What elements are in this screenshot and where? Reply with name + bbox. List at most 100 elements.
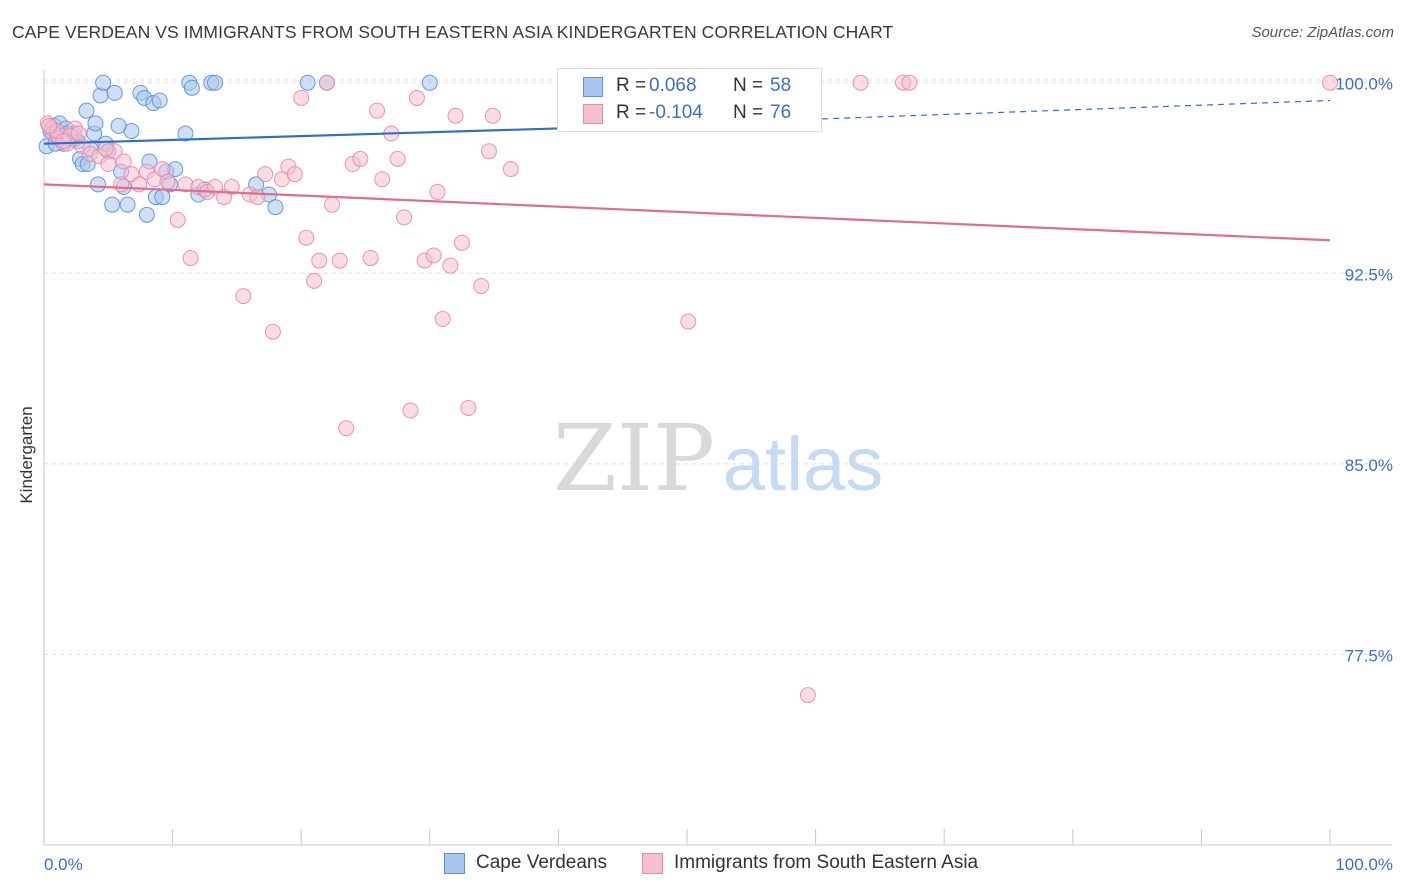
data-points: [38, 74, 1338, 704]
pink-swatch: [583, 104, 603, 124]
immigrant-point: [408, 89, 425, 106]
source-label: Source: ZipAtlas.com: [1251, 24, 1394, 41]
legend-label: Cape Verdeans: [476, 852, 607, 873]
immigrant-point: [324, 196, 341, 213]
watermark-zip: ZIP: [553, 405, 715, 512]
grid-lines: [44, 79, 1392, 655]
x-tick-label: 0.0%: [44, 855, 83, 874]
immigrant-point: [1322, 74, 1338, 91]
n-value: 58: [770, 75, 792, 96]
cape-verdean-point: [183, 79, 200, 96]
cape-verdean-point: [95, 74, 112, 91]
immigrant-point: [434, 311, 451, 328]
n-label: N =: [733, 75, 764, 96]
cape-verdean-point: [90, 176, 107, 193]
immigrant-point: [473, 277, 490, 294]
watermark-atlas: atlas: [723, 422, 884, 507]
immigrant-point: [799, 687, 816, 704]
immigrant-point: [311, 252, 328, 269]
y-tick-label: 77.5%: [1345, 646, 1393, 665]
immigrant-point: [352, 150, 369, 167]
cape-verdean-point: [87, 115, 104, 132]
y-tick-label: 85.0%: [1345, 456, 1393, 475]
immigrant-point: [235, 288, 252, 305]
cape-verdean-point: [110, 117, 127, 134]
immigrant-point: [425, 247, 442, 264]
cape-verdean-point: [267, 199, 284, 216]
immigrant-point: [402, 402, 419, 419]
immigrant-point: [447, 107, 464, 124]
immigrant-point: [169, 211, 186, 228]
immigrant-point: [113, 176, 130, 193]
n-label: N =: [733, 102, 764, 123]
immigrant-point: [442, 257, 459, 274]
cape-verdean-point: [177, 125, 194, 142]
immigrant-point: [453, 234, 470, 251]
immigrant-point: [100, 156, 117, 173]
immigrant-point: [293, 89, 310, 106]
cape-verdean-trend-extension: [558, 99, 1331, 130]
r-value: -0.104: [649, 102, 703, 123]
cape-verdean-point: [106, 84, 123, 101]
immigrant-point: [182, 250, 199, 267]
immigrant-point: [460, 399, 477, 416]
pink-swatch: [642, 853, 663, 874]
immigrant-point: [223, 178, 240, 195]
n-value: 76: [770, 102, 792, 123]
cape-verdean-point: [78, 102, 95, 119]
series-legend: Cape Verdeans Immigrants from South East…: [0, 852, 1406, 878]
immigrant-point: [484, 107, 501, 124]
x-tick-label: 100.0%: [1335, 855, 1393, 874]
immigrant-point: [249, 189, 266, 206]
immigrant-point: [369, 102, 386, 119]
immigrant-point: [429, 183, 446, 200]
y-tick-label: 92.5%: [1345, 265, 1393, 284]
immigrant-point: [257, 166, 274, 183]
immigrant-point: [318, 74, 335, 91]
r-label: R =: [616, 102, 647, 123]
immigrant-point: [286, 166, 303, 183]
immigrant-point: [159, 173, 176, 190]
immigrant-point: [389, 150, 406, 167]
blue-swatch: [444, 853, 465, 874]
immigrant-point: [55, 133, 72, 150]
cape-verdean-point: [299, 74, 316, 91]
immigrant-point: [338, 420, 355, 437]
cape-verdean-point: [119, 196, 136, 213]
immigrant-point: [852, 74, 869, 91]
immigrant-point: [331, 252, 348, 269]
cape-verdean-point: [151, 92, 168, 109]
immigrant-point: [97, 140, 114, 157]
trend-lines: [43, 99, 1331, 242]
immigrant-point: [362, 250, 379, 267]
stats-legend: R = 0.068 N = 58 R = -0.104 N = 76: [557, 68, 822, 132]
r-label: R =: [616, 75, 647, 96]
immigrant-trend-line: [43, 183, 1331, 242]
immigrant-point: [306, 272, 323, 289]
r-value: 0.068: [649, 75, 697, 96]
y-tick-label: 100.0%: [1335, 75, 1393, 94]
stats-row-cape-verdeans: R = 0.068 N = 58: [558, 73, 821, 101]
cape-verdean-trend-line: [43, 127, 559, 145]
cape-verdean-point: [421, 74, 438, 91]
immigrant-point: [115, 153, 132, 170]
immigrant-point: [41, 117, 58, 134]
immigrant-point: [901, 74, 918, 91]
immigrant-point: [374, 171, 391, 188]
chart-title: CAPE VERDEAN VS IMMIGRANTS FROM SOUTH EA…: [12, 22, 894, 42]
immigrant-point: [70, 125, 87, 142]
immigrant-point: [298, 229, 315, 246]
stats-row-immigrants: R = -0.104 N = 76: [558, 100, 821, 128]
immigrant-point: [480, 143, 497, 160]
legend-label: Immigrants from South Eastern Asia: [674, 852, 979, 873]
immigrant-point: [502, 161, 519, 178]
tick-labels: 100.0% 92.5% 85.0% 77.5% 0.0% 100.0%: [44, 75, 1393, 874]
blue-swatch: [583, 77, 603, 97]
watermark: ZIP atlas: [553, 405, 883, 512]
immigrant-point: [396, 209, 413, 226]
cape-verdean-point: [138, 206, 155, 223]
axes: [43, 70, 1392, 846]
cape-verdean-point: [104, 196, 121, 213]
immigrant-point: [680, 313, 697, 330]
